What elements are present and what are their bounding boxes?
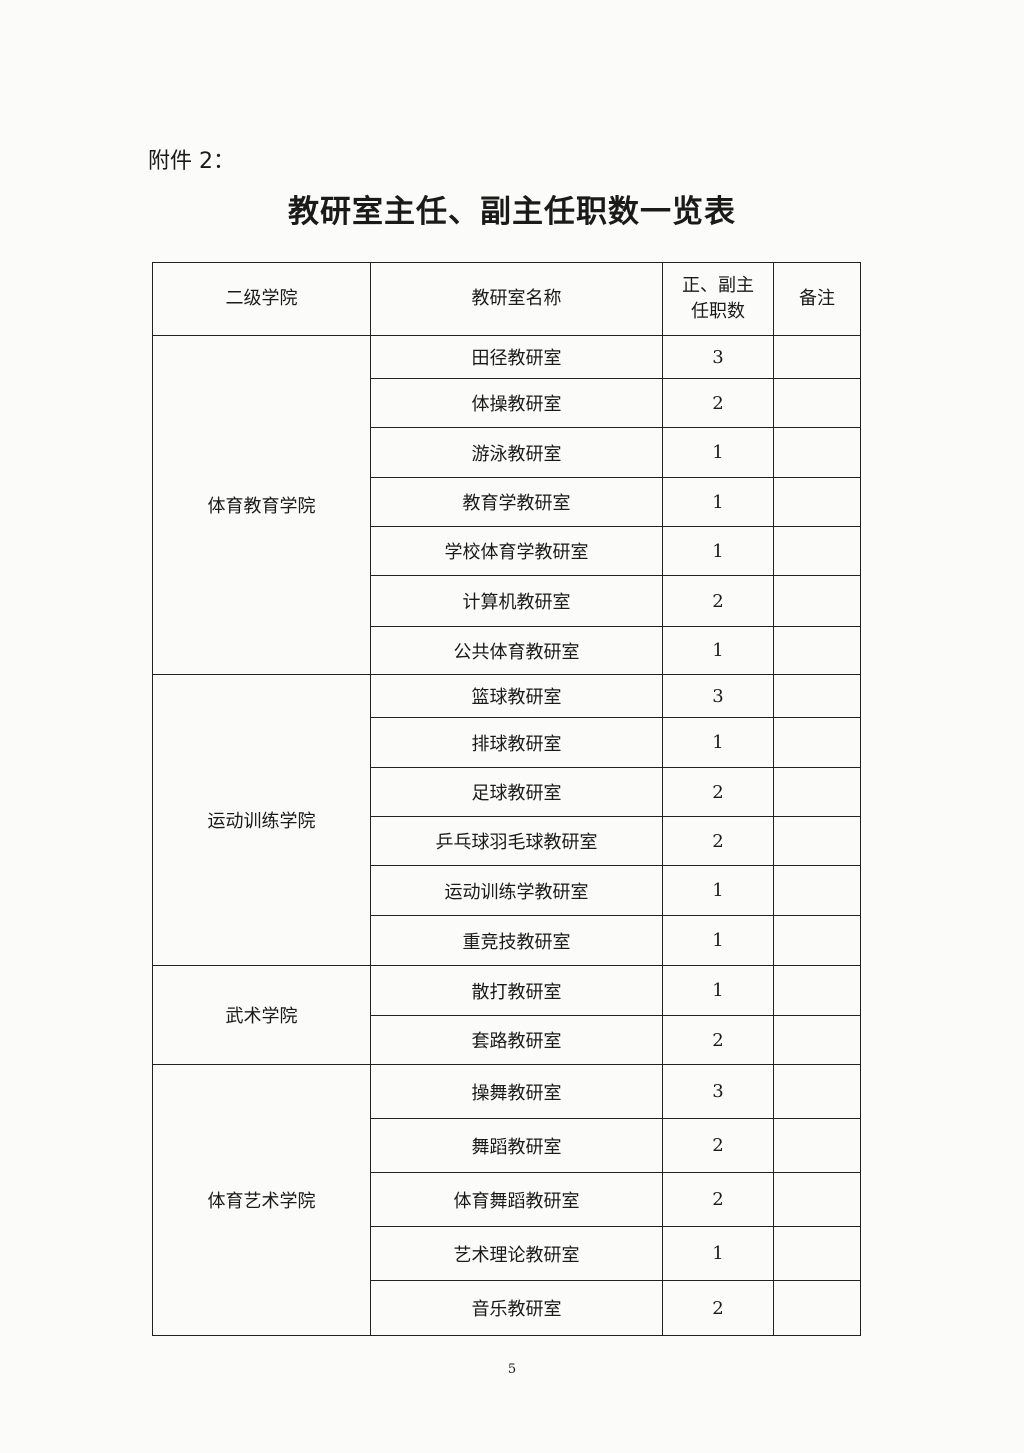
count-cell: 2 bbox=[662, 1015, 774, 1065]
count-cell: 3 bbox=[662, 674, 774, 718]
document-title: 教研室主任、副主任职数一览表 bbox=[288, 194, 736, 230]
count-cell: 1 bbox=[662, 965, 774, 1016]
college-cell: 体育艺术学院 bbox=[152, 1064, 371, 1336]
count-cell: 1 bbox=[662, 626, 774, 675]
college-cell: 武术学院 bbox=[152, 965, 371, 1065]
office-cell: 重竞技教研室 bbox=[370, 915, 663, 966]
count-cell: 1 bbox=[662, 427, 774, 478]
table-header-row: 二级学院 教研室名称 正、副主任职数 备注 bbox=[152, 262, 861, 336]
table-row: 公共体育教研室 1 bbox=[153, 626, 861, 675]
count-cell: 2 bbox=[662, 1118, 774, 1173]
note-cell bbox=[773, 816, 861, 866]
count-cell: 2 bbox=[662, 575, 774, 627]
office-cell: 公共体育教研室 bbox=[370, 626, 663, 675]
header-count: 正、副主任职数 bbox=[662, 262, 774, 336]
office-cell: 足球教研室 bbox=[370, 767, 663, 817]
note-cell bbox=[773, 717, 861, 768]
office-cell: 运动训练学教研室 bbox=[370, 865, 663, 916]
note-cell bbox=[773, 575, 861, 627]
note-cell bbox=[773, 477, 861, 527]
note-cell bbox=[773, 1226, 861, 1281]
count-cell: 2 bbox=[662, 378, 774, 428]
office-cell: 计算机教研室 bbox=[370, 575, 663, 627]
note-cell bbox=[773, 427, 861, 478]
note-cell bbox=[773, 378, 861, 428]
note-cell bbox=[773, 526, 861, 576]
table-row: 体育艺术学院 操舞教研室 3 bbox=[152, 1064, 861, 1336]
table-row: 运动训练学教研室 1 bbox=[153, 865, 861, 916]
table-row: 游泳教研室 1 bbox=[153, 427, 861, 478]
count-cell: 1 bbox=[662, 1226, 774, 1281]
table-row: 体操教研室 2 bbox=[153, 378, 861, 428]
note-cell bbox=[773, 965, 861, 1016]
office-cell: 艺术理论教研室 bbox=[370, 1226, 663, 1281]
office-cell: 乒乓球羽毛球教研室 bbox=[370, 816, 663, 866]
count-cell: 3 bbox=[662, 1064, 774, 1119]
table-row: 教育学教研室 1 bbox=[153, 477, 861, 527]
count-cell: 2 bbox=[662, 1172, 774, 1227]
page-number: 5 bbox=[507, 1362, 517, 1377]
table-row: 足球教研室 2 bbox=[153, 767, 861, 817]
office-cell: 排球教研室 bbox=[370, 717, 663, 768]
table-row: 计算机教研室 2 bbox=[153, 575, 861, 627]
count-cell: 2 bbox=[662, 1280, 774, 1336]
table-row: 体育教育学院 田径教研室 3 bbox=[152, 335, 861, 675]
note-cell bbox=[773, 767, 861, 817]
note-cell bbox=[773, 1015, 861, 1065]
office-cell: 体育舞蹈教研室 bbox=[370, 1172, 663, 1227]
note-cell bbox=[773, 1118, 861, 1173]
table-row: 武术学院 散打教研室 1 bbox=[152, 965, 861, 1065]
office-cell: 操舞教研室 bbox=[370, 1064, 663, 1119]
office-cell: 田径教研室 bbox=[370, 335, 663, 379]
office-cell: 舞蹈教研室 bbox=[370, 1118, 663, 1173]
note-cell bbox=[773, 626, 861, 675]
count-cell: 3 bbox=[662, 335, 774, 379]
attachment-label: 附件 2： bbox=[148, 149, 235, 174]
count-cell: 1 bbox=[662, 717, 774, 768]
count-cell: 1 bbox=[662, 526, 774, 576]
office-cell: 体操教研室 bbox=[370, 378, 663, 428]
table-row: 音乐教研室 2 bbox=[153, 1280, 861, 1336]
count-cell: 2 bbox=[662, 767, 774, 817]
office-table: 二级学院 教研室名称 正、副主任职数 备注 体育教育学院 田径教研室 3 体操教研室 2… bbox=[152, 262, 861, 1336]
note-cell bbox=[773, 865, 861, 916]
office-cell: 教育学教研室 bbox=[370, 477, 663, 527]
count-cell: 1 bbox=[662, 915, 774, 966]
office-cell: 篮球教研室 bbox=[370, 674, 663, 718]
college-cell: 运动训练学院 bbox=[152, 674, 371, 966]
header-college: 二级学院 bbox=[152, 262, 371, 336]
office-cell: 套路教研室 bbox=[370, 1015, 663, 1065]
note-cell bbox=[773, 335, 861, 379]
office-cell: 散打教研室 bbox=[370, 965, 663, 1016]
table-row: 运动训练学院 篮球教研室 3 bbox=[152, 674, 861, 966]
office-cell: 音乐教研室 bbox=[370, 1280, 663, 1336]
header-office: 教研室名称 bbox=[370, 262, 663, 336]
note-cell bbox=[773, 1064, 861, 1119]
table-row: 艺术理论教研室 1 bbox=[153, 1226, 861, 1281]
table-row: 排球教研室 1 bbox=[153, 717, 861, 768]
table-row: 套路教研室 2 bbox=[153, 1015, 861, 1065]
table-row: 舞蹈教研室 2 bbox=[153, 1118, 861, 1173]
college-cell: 体育教育学院 bbox=[152, 335, 371, 675]
table-row: 重竞技教研室 1 bbox=[153, 915, 861, 966]
header-note: 备注 bbox=[773, 262, 861, 336]
count-cell: 1 bbox=[662, 477, 774, 527]
office-cell: 学校体育学教研室 bbox=[370, 526, 663, 576]
note-cell bbox=[773, 915, 861, 966]
count-cell: 2 bbox=[662, 816, 774, 866]
count-cell: 1 bbox=[662, 865, 774, 916]
table-row: 学校体育学教研室 1 bbox=[153, 526, 861, 576]
office-cell: 游泳教研室 bbox=[370, 427, 663, 478]
note-cell bbox=[773, 1280, 861, 1336]
note-cell bbox=[773, 674, 861, 718]
note-cell bbox=[773, 1172, 861, 1227]
